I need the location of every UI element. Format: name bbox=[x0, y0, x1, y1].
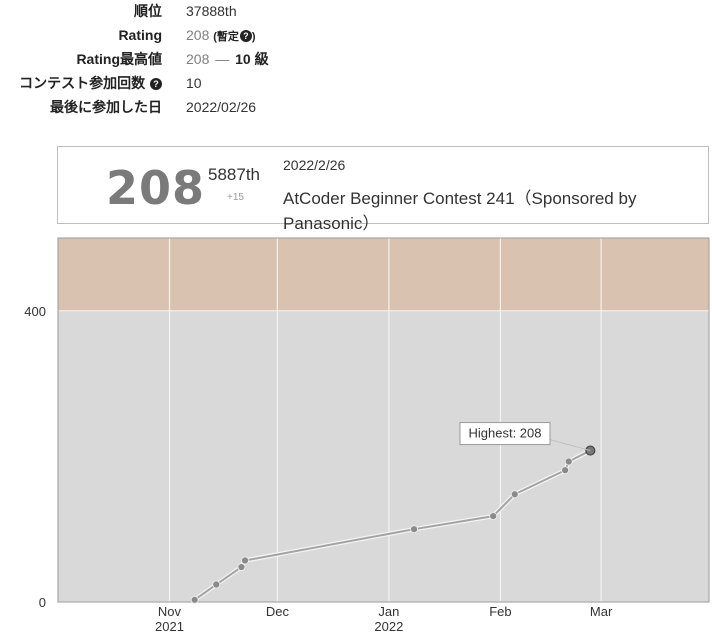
contests-value: 10 bbox=[186, 75, 202, 91]
max-rating-value: 208 bbox=[186, 51, 210, 67]
highest-annotation-box bbox=[459, 422, 551, 446]
data-point-1 bbox=[212, 580, 221, 589]
last-date-value: 2022/02/26 bbox=[186, 99, 257, 115]
last-date-label: 最後に参加した日 bbox=[50, 99, 162, 115]
card-place: 5887th bbox=[208, 165, 260, 184]
data-point-2 bbox=[237, 563, 246, 571]
rating-value-group: 208 (暫定?) bbox=[186, 24, 256, 48]
data-point-4 bbox=[410, 525, 418, 534]
rating-band-0 bbox=[58, 310, 709, 602]
data-point-0 bbox=[190, 595, 199, 604]
x-tick-year-0: 2021 bbox=[155, 619, 184, 634]
y-tick-label-0: 0 bbox=[39, 595, 46, 610]
x-tick-label-3: Feb bbox=[489, 604, 511, 619]
data-point-8 bbox=[564, 457, 573, 466]
plot-border bbox=[57, 237, 710, 603]
x-tick-label-4: Mar bbox=[590, 604, 613, 619]
max-rating-row: Rating最高値 208 — 10 級 bbox=[0, 48, 712, 70]
contests-label: コンテスト参加回数 bbox=[19, 75, 146, 91]
max-rating-dash: — bbox=[215, 51, 230, 67]
data-point-6 bbox=[510, 490, 519, 499]
card-contest-date: 2022/2/26 bbox=[283, 157, 346, 173]
provisional-label: (暫定 bbox=[213, 31, 239, 43]
last-date-row: 最後に参加した日 2022/02/26 bbox=[0, 96, 712, 118]
annotation-leader bbox=[549, 439, 591, 452]
card-rating-delta: +15 bbox=[227, 192, 244, 203]
highest-annotation-text: Highest: 208 bbox=[469, 426, 542, 441]
rating-row: Rating 208 (暫定?) bbox=[0, 24, 712, 46]
max-rating-label: Rating最高値 bbox=[76, 51, 162, 67]
x-tick-label-2: Jan bbox=[378, 604, 399, 619]
rank-label: 順位 bbox=[134, 3, 162, 19]
x-tick-year-2: 2022 bbox=[374, 619, 403, 634]
contests-row: コンテスト参加回数 ? 10 bbox=[0, 72, 712, 94]
rating-band-1 bbox=[58, 238, 709, 311]
help-icon[interactable]: ? bbox=[239, 30, 252, 42]
data-point-5 bbox=[489, 512, 498, 520]
rank-value: 37888th bbox=[186, 3, 237, 19]
x-tick-label-1: Dec bbox=[266, 604, 290, 619]
y-tick-label-1: 400 bbox=[24, 304, 46, 319]
rating-value: 208 bbox=[186, 27, 210, 43]
max-rating-kyu: 10 級 bbox=[235, 51, 269, 67]
max-rating-group: 208 — 10 級 bbox=[186, 48, 269, 70]
rating-label: Rating bbox=[118, 27, 162, 43]
provisional-close: ) bbox=[251, 31, 256, 43]
rank-row: 順位 37888th bbox=[0, 0, 712, 22]
help-icon[interactable]: ? bbox=[150, 78, 162, 90]
card-contest-name[interactable]: AtCoder Beginner Contest 241（Sponsored b… bbox=[283, 189, 637, 233]
contests-label-group: コンテスト参加回数 ? bbox=[19, 72, 162, 94]
card-rating: 208 bbox=[106, 161, 206, 215]
data-point-3 bbox=[241, 556, 249, 565]
data-point-7 bbox=[561, 466, 570, 475]
x-tick-label-0: Nov bbox=[158, 604, 182, 619]
contest-detail-card: 208 5887th +15 2022/2/26 AtCoder Beginne… bbox=[57, 146, 709, 233]
series-line bbox=[194, 449, 591, 601]
